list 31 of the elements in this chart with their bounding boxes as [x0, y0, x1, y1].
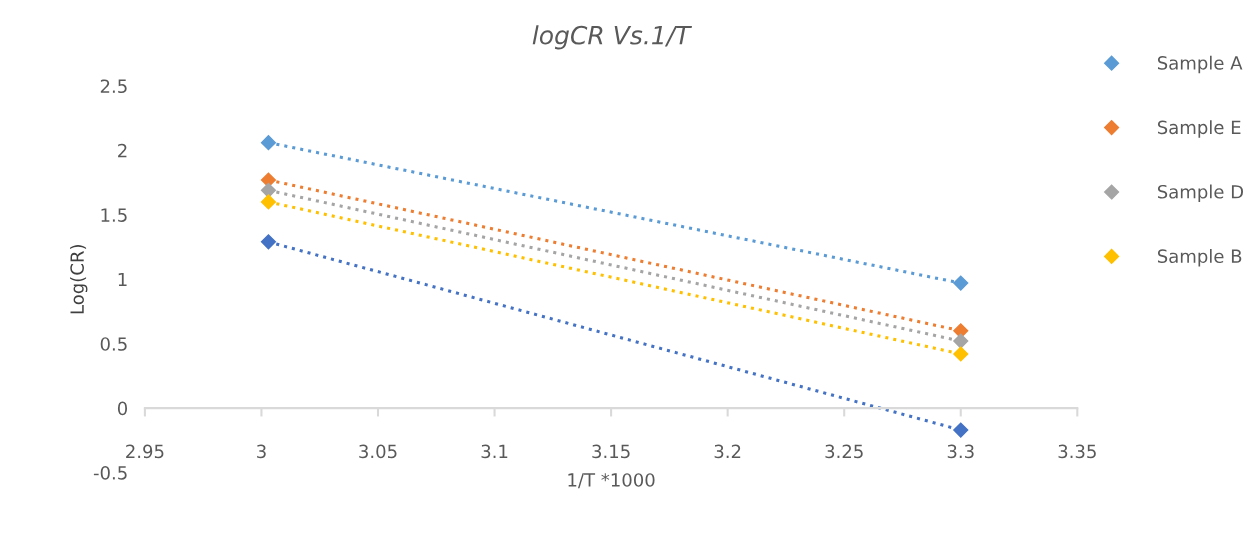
legend-label: Sample B [1157, 249, 1242, 267]
x-tick-label: 3.05 [359, 444, 397, 459]
x-tick-label: 3 [257, 444, 266, 459]
y-tick-label: -0.5 [93, 466, 127, 480]
y-tick-label: 0.5 [100, 337, 127, 351]
point [953, 275, 969, 291]
y-tick-label: 2 [118, 143, 127, 158]
x-axis-title: 1/T *1000 [568, 473, 655, 489]
legend-label: Sample D [1157, 184, 1244, 203]
x-tick-label: 3.35 [1058, 444, 1096, 459]
point [260, 234, 277, 250]
x-tick-label: 3.3 [947, 444, 974, 459]
x-tick-label: 2.95 [126, 444, 164, 459]
y-axis-title: Log(CR) [70, 245, 88, 314]
point [260, 182, 277, 198]
y-tick-label: 0 [117, 401, 128, 416]
point [953, 346, 969, 362]
y-tick-label: 1 [118, 272, 127, 287]
chart-title: logCR Vs.1/T [532, 25, 692, 50]
point [260, 194, 277, 210]
x-tick-label: 3.15 [592, 444, 630, 459]
x-tick-label: 3.1 [481, 444, 508, 459]
x-tick-label: 3.2 [714, 444, 741, 459]
point [953, 422, 969, 438]
point [260, 135, 277, 151]
legend-label: Sample A [1157, 55, 1243, 74]
y-tick-label: 1.5 [101, 208, 127, 222]
x-tick-label: 3.25 [825, 444, 863, 459]
y-tick-label: 2.5 [100, 79, 127, 94]
point [953, 333, 969, 349]
legend-label: Sample E [1157, 120, 1241, 138]
